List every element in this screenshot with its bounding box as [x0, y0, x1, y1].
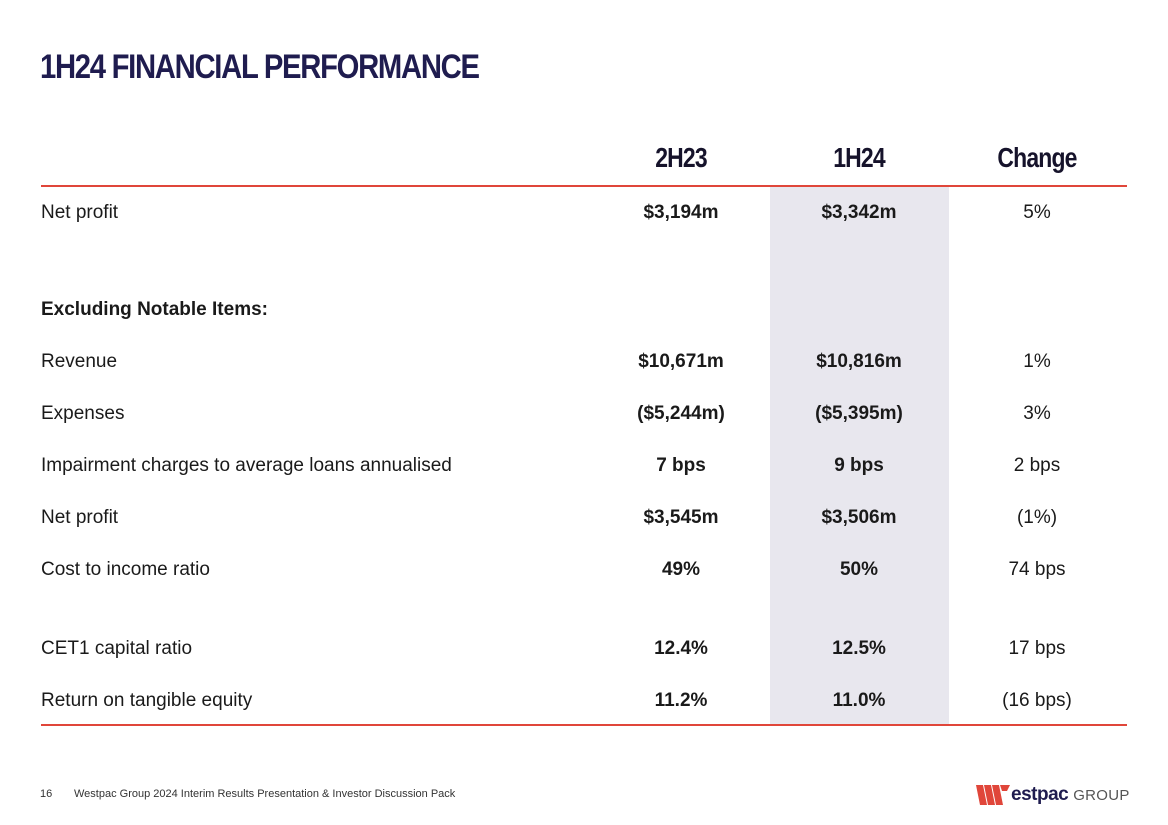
table-row: Revenue $10,671m $10,816m 1% [41, 351, 1127, 381]
row-label: CET1 capital ratio [41, 638, 193, 659]
value-1h24: $3,342m [821, 202, 897, 223]
value-2h23: 11.2% [654, 690, 708, 711]
row-label: Revenue [41, 351, 118, 372]
row-label: Return on tangible equity [41, 690, 253, 711]
row-label: Cost to income ratio [41, 559, 210, 580]
table-row: Expenses ($5,244m) ($5,395m) 3% [41, 403, 1127, 433]
column-header-1h24: 1H24 [833, 142, 885, 173]
value-1h24: 12.5% [832, 638, 886, 659]
table-row: Net profit $3,545m $3,506m (1%) [41, 507, 1127, 537]
value-2h23: 12.4% [654, 638, 708, 659]
table-row: CET1 capital ratio 12.4% 12.5% 17 bps [41, 638, 1127, 668]
value-2h23: $10,671m [638, 351, 724, 372]
value-1h24: 50% [839, 559, 879, 580]
logo-brand-text: estpac [1011, 784, 1069, 805]
row-label: Net profit [41, 507, 119, 528]
row-label: Net profit [41, 202, 119, 223]
value-1h24: ($5,395m) [815, 403, 903, 424]
page-number: 16 [40, 788, 53, 800]
table-row: Impairment charges to average loans annu… [41, 455, 1127, 485]
section-heading: Excluding Notable Items: [41, 299, 268, 320]
logo-group-text: GROUP [1073, 786, 1130, 804]
value-change: 17 bps [1008, 638, 1066, 659]
financial-table: 2H23 1H24 Change Net profit $3,194m $3,3… [41, 130, 1127, 730]
value-2h23: ($5,244m) [637, 403, 725, 424]
highlight-column [770, 186, 949, 725]
value-change: (1%) [1016, 507, 1058, 528]
value-2h23: $3,545m [643, 507, 719, 528]
footer: 16 Westpac Group 2024 Interim Results Pre… [40, 788, 455, 800]
value-change: 3% [1023, 403, 1051, 424]
value-change: 5% [1023, 202, 1051, 223]
footer-text: Westpac Group 2024 Interim Results Prese… [74, 788, 456, 800]
footer-divider [41, 724, 1127, 726]
row-label: Expenses [41, 403, 125, 424]
value-2h23: 7 bps [656, 455, 706, 476]
value-1h24: $3,506m [821, 507, 897, 528]
value-1h24: 9 bps [834, 455, 884, 476]
table-row: Net profit $3,194m $3,342m 5% [41, 202, 1127, 232]
column-header-2h23: 2H23 [655, 142, 707, 173]
value-change: 74 bps [1008, 559, 1066, 580]
table-row: Return on tangible equity 11.2% 11.0% (1… [41, 690, 1127, 720]
westpac-logo: estpac GROUP [976, 784, 1130, 806]
section-heading-row: Excluding Notable Items: [41, 299, 1127, 329]
header-divider [41, 185, 1127, 187]
value-change: (16 bps) [1002, 690, 1072, 711]
row-label: Impairment charges to average loans annu… [41, 455, 452, 476]
value-1h24: $10,816m [816, 351, 902, 372]
value-2h23: 49% [661, 559, 701, 580]
column-header-change: Change [997, 142, 1077, 173]
value-1h24: 11.0% [832, 690, 886, 711]
table-row: Cost to income ratio 49% 50% 74 bps [41, 559, 1127, 589]
westpac-w-icon [976, 785, 1010, 805]
value-change: 2 bps [1013, 455, 1061, 476]
value-2h23: $3,194m [643, 202, 719, 223]
value-change: 1% [1023, 351, 1051, 372]
page-title: 1H24 FINANCIAL PERFORMANCE [40, 48, 480, 86]
